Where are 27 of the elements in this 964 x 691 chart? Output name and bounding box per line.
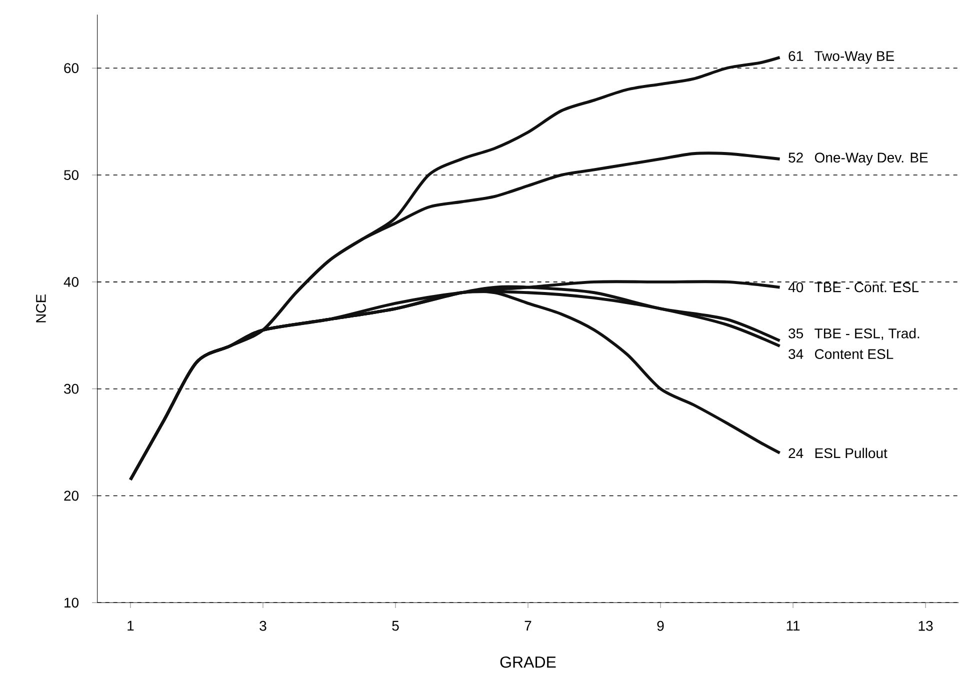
x-axis-title: GRADE xyxy=(500,656,556,668)
y-tick-label: 50 xyxy=(64,170,79,180)
data-label: 52 xyxy=(788,152,803,163)
text: ESL Pullout xyxy=(815,448,888,458)
data-label: 61 xyxy=(788,51,803,62)
text: Content ESL xyxy=(814,349,894,360)
y-tick-label: 40 xyxy=(64,277,79,288)
x-tick-label: 5 xyxy=(392,621,399,631)
x-tick-label: 7 xyxy=(524,621,532,631)
x-tick-label: 1 xyxy=(128,621,134,631)
data-label: 34 xyxy=(788,349,804,360)
x-tick-label: 3 xyxy=(260,621,266,632)
text: TBE - Cont. ESL xyxy=(814,282,919,292)
text: Two-Way BE xyxy=(814,51,894,64)
y-tick-label: 60 xyxy=(64,63,79,74)
text: One-Way Dev. BE xyxy=(814,152,928,166)
data-label: 40 xyxy=(788,282,804,292)
y-tick-label: 30 xyxy=(64,384,79,394)
data-label: 35 xyxy=(788,328,804,339)
x-tick-label: 9 xyxy=(657,621,664,632)
x-tick-label: 13 xyxy=(918,621,933,632)
x-tick-label: 11 xyxy=(786,621,800,631)
y-axis-title: NCE xyxy=(36,294,46,322)
data-label: 24 xyxy=(788,448,804,458)
y-tick-label: 10 xyxy=(64,598,79,608)
text: TBE - ESL, Trad. xyxy=(814,328,920,340)
y-tick-label: 20 xyxy=(64,490,79,501)
